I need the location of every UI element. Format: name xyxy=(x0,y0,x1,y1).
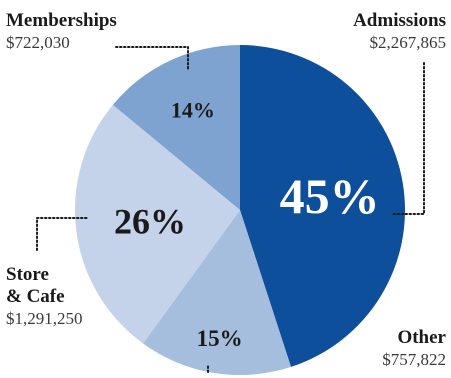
pie-slice-memberships xyxy=(112,44,240,211)
percent-label-memberships: 14% xyxy=(171,97,215,122)
category-name-other: Other xyxy=(397,327,446,348)
pie-slice-store-cafe xyxy=(74,104,240,344)
pie-slices xyxy=(74,44,405,375)
category-amount-memberships: $722,030 xyxy=(6,33,70,52)
category-name-admissions: Admissions xyxy=(353,10,446,31)
percent-label-admissions: 45% xyxy=(280,168,380,224)
category-name-store-cafe-line-2: & Cafe xyxy=(6,286,65,307)
category-amount-other: $757,822 xyxy=(382,350,446,369)
leader-line-admissions xyxy=(391,62,425,215)
pie-slice-other xyxy=(143,210,291,375)
pie-slice-admissions xyxy=(240,45,405,367)
percent-labels: 45% 15% 26% 14% xyxy=(114,97,380,351)
category-amount-admissions: $2,267,865 xyxy=(370,33,447,52)
percent-label-other: 15% xyxy=(197,326,243,351)
category-labels: Admissions $2,267,865 Other $757,822 Store& … xyxy=(6,10,447,369)
leader-line-memberships xyxy=(115,46,189,71)
category-amount-store-cafe: $1,291,250 xyxy=(6,309,83,328)
category-name-memberships: Memberships xyxy=(6,10,117,31)
leader-line-store-cafe xyxy=(36,217,89,251)
category-name-store-cafe-line-1: Store xyxy=(6,264,49,285)
leader-lines xyxy=(36,46,425,373)
percent-label-store-cafe: 26% xyxy=(114,201,186,241)
